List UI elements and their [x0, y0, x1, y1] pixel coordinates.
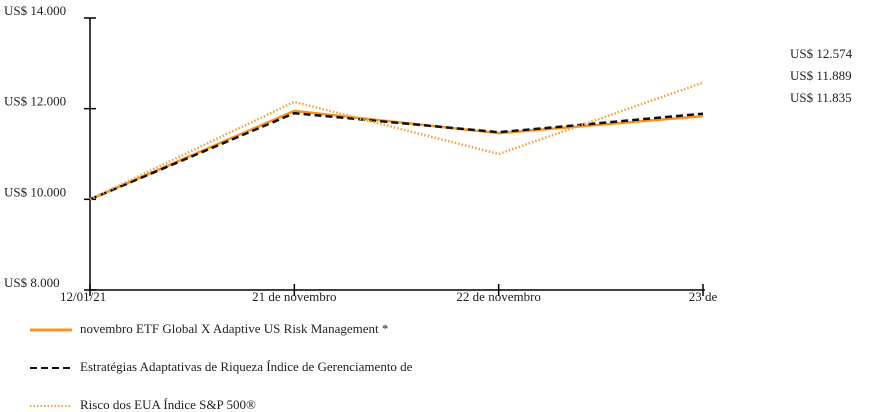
- x-tick-label: 12/01/21: [60, 289, 106, 304]
- x-tick-label: 23 de: [689, 289, 718, 304]
- end-label: US$ 11.889: [790, 68, 852, 83]
- series-line: [89, 81, 704, 201]
- end-label: US$ 11.835: [790, 90, 852, 105]
- x-tick-label: 21 de novembro: [252, 289, 336, 304]
- legend-label: Risco dos EUA Índice S&P 500®: [80, 397, 256, 412]
- x-tick-label: 22 de novembro: [456, 289, 540, 304]
- series-line: [89, 111, 704, 201]
- legend-label: Estratégias Adaptativas de Riqueza Índic…: [80, 359, 413, 374]
- y-tick-label: US$ 10.000: [4, 184, 66, 199]
- legend-label: novembro ETF Global X Adaptive US Risk M…: [80, 321, 388, 336]
- y-tick-label: US$ 12.000: [4, 94, 66, 109]
- end-label: US$ 12.574: [790, 46, 853, 61]
- y-tick-label: US$ 8.000: [4, 275, 60, 290]
- y-tick-label: US$ 14.000: [4, 3, 66, 18]
